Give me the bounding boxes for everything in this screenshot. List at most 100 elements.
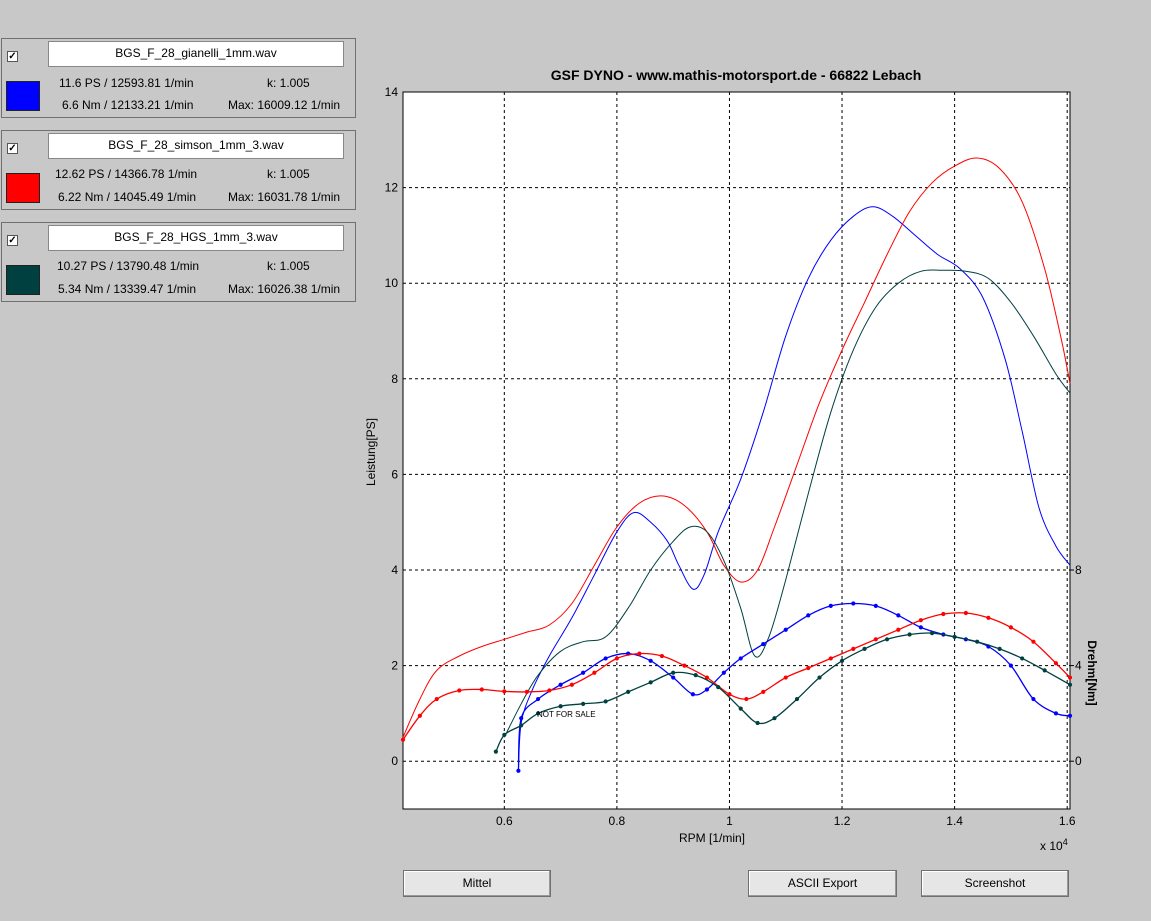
torque-point	[434, 696, 439, 702]
torque-point	[648, 680, 653, 685]
run-max-2: Max: 16031.78 1/min	[228, 190, 341, 204]
chart-title: GSF DYNO - www.mathis-motorsport.de - 66…	[551, 67, 922, 83]
y2-tick-label: 4	[1075, 659, 1082, 673]
torque-point	[721, 670, 726, 675]
torque-point	[535, 696, 541, 702]
torque-point	[952, 634, 957, 640]
torque-point	[873, 603, 878, 608]
x-multiplier-base: x 10	[1040, 839, 1063, 853]
run-max-3: Max: 16026.38 1/min	[228, 282, 341, 296]
torque-point	[457, 688, 462, 693]
torque-point	[738, 656, 743, 661]
torque-point	[648, 658, 653, 663]
torque-point	[1067, 682, 1073, 687]
torque-point	[997, 646, 1002, 651]
plot-area	[402, 91, 1071, 810]
y2-tick-label: 0	[1075, 754, 1082, 768]
torque-point	[884, 637, 890, 642]
torque-point	[603, 656, 608, 661]
torque-point	[690, 692, 695, 697]
torque-point	[671, 670, 676, 675]
torque-curve-3	[495, 632, 1071, 752]
torque-point	[755, 720, 760, 726]
torque-point	[558, 704, 563, 709]
torque-point	[907, 632, 912, 637]
torque-point	[519, 723, 524, 728]
torque-point	[896, 627, 901, 632]
power-curve-1	[517, 206, 1071, 771]
torque-point	[1067, 675, 1073, 680]
torque-point	[592, 670, 597, 675]
x-axis-label: RPM [1/min]	[679, 831, 745, 845]
torque-point	[1067, 713, 1073, 718]
torque-point	[400, 737, 406, 742]
y-tick-label: 12	[385, 181, 399, 195]
torque-point	[1042, 668, 1047, 673]
torque-point	[986, 615, 991, 620]
run-panel-3: ✓ BGS_F_28_HGS_1mm_3.wav 10.27 PS / 1379…	[1, 222, 356, 302]
torque-point	[614, 656, 619, 661]
run-checkbox-3[interactable]: ✓	[7, 235, 18, 246]
run-power-2: 12.62 PS / 14366.78 1/min	[55, 167, 198, 181]
torque-point	[1008, 663, 1013, 668]
torque-point	[682, 663, 687, 668]
torque-point	[918, 618, 923, 623]
torque-point	[671, 675, 676, 680]
torque-point	[851, 646, 856, 651]
run-filename-1[interactable]: BGS_F_28_gianelli_1mm.wav	[48, 41, 344, 67]
torque-point	[851, 601, 856, 606]
y-axis-label: Leistung[PS]	[364, 418, 378, 486]
ascii-export-button[interactable]: ASCII Export	[748, 870, 897, 897]
power-curve-2	[402, 157, 1071, 738]
torque-point	[772, 716, 777, 721]
y-tick-label: 10	[385, 276, 399, 290]
torque-point	[1020, 656, 1025, 661]
screenshot-button[interactable]: Screenshot	[921, 870, 1069, 897]
run-torque-1: 6.6 Nm / 12133.21 1/min	[62, 98, 194, 112]
run-checkbox-1[interactable]: ✓	[7, 51, 18, 62]
x-tick-label: 1.6	[1059, 814, 1076, 828]
run-checkbox-2[interactable]: ✓	[7, 143, 18, 154]
run-max-1: Max: 16009.12 1/min	[228, 98, 341, 112]
run-filename-3[interactable]: BGS_F_28_HGS_1mm_3.wav	[48, 225, 344, 251]
run-k-1: k: 1.005	[267, 76, 310, 90]
torque-point	[493, 749, 498, 754]
torque-point	[704, 687, 710, 692]
torque-point	[975, 639, 980, 644]
torque-point	[693, 673, 698, 678]
torque-point	[806, 613, 811, 618]
x-tick-label: 0.8	[609, 814, 626, 828]
torque-point	[516, 768, 521, 773]
torque-point	[817, 675, 822, 680]
torque-point	[1031, 696, 1036, 702]
run-k-2: k: 1.005	[267, 167, 310, 181]
run-torque-2: 6.22 Nm / 14045.49 1/min	[58, 190, 197, 204]
y-tick-label: 2	[391, 659, 398, 673]
mittel-button[interactable]: Mittel	[403, 870, 551, 897]
torque-point	[806, 665, 811, 671]
torque-point	[535, 711, 541, 716]
run-color-swatch-2[interactable]	[6, 173, 40, 203]
torque-point	[581, 701, 586, 706]
torque-point	[1053, 661, 1059, 666]
watermark-text: NOT FOR SALE	[537, 710, 596, 719]
torque-point	[1008, 625, 1013, 630]
torque-point	[941, 611, 946, 617]
power-curve-3	[503, 269, 1071, 738]
torque-point	[626, 689, 631, 694]
axis-ticks: 0.6 0.8 1 1.2 1.4 1.6 0 2 4 6 8 10 12 14 0 4 8	[385, 85, 1082, 828]
torque-point	[417, 713, 422, 718]
torque-point	[873, 637, 878, 642]
torque-point	[569, 682, 574, 687]
torque-point	[524, 689, 529, 694]
run-color-swatch-3[interactable]	[6, 265, 40, 295]
torque-point	[744, 696, 749, 702]
run-color-swatch-1[interactable]	[6, 81, 40, 111]
run-k-3: k: 1.005	[267, 259, 310, 273]
x-tick-label: 1.4	[946, 814, 963, 828]
torque-point	[918, 625, 923, 630]
y-tick-label: 14	[385, 85, 399, 99]
run-power-3: 10.27 PS / 13790.48 1/min	[57, 259, 200, 273]
run-filename-2[interactable]: BGS_F_28_simson_1mm_3.wav	[48, 133, 344, 159]
series-group	[400, 157, 1073, 773]
